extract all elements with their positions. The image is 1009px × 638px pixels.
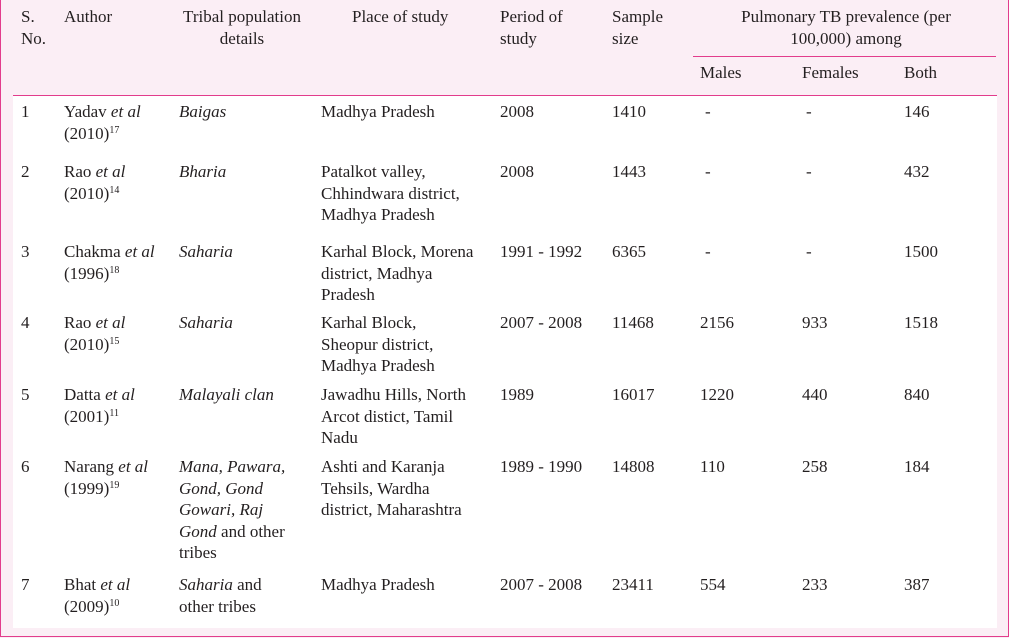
cell-sample: 1410 <box>612 102 646 121</box>
cell-tribe: Baigas <box>179 102 227 121</box>
cell-author: Chakma et al (1996)18 <box>64 242 155 283</box>
cell-sample: 11468 <box>612 313 654 332</box>
cell-sno: 3 <box>21 242 30 261</box>
cell-tribe: Saharia and other tribes <box>179 575 262 616</box>
cell-place: Ashti and Karanja Tehsils, Wardha district… <box>321 457 462 519</box>
cell-males: 110 <box>700 457 725 476</box>
cell-both: 1518 <box>904 313 938 332</box>
cell-author: Yadav et al (2010)17 <box>64 102 141 143</box>
cell-males: - <box>705 242 711 261</box>
header-subrule <box>693 56 996 57</box>
cell-period: 2008 <box>500 102 534 121</box>
cell-period: 1989 - 1990 <box>500 457 583 476</box>
cell-place: Jawadhu Hills, North Arcot distict, Tamil… <box>321 385 466 447</box>
cell-males: 1220 <box>700 385 734 404</box>
cell-tribe: Saharia <box>179 313 233 332</box>
cell-males: - <box>705 162 711 181</box>
header-tribal: Tribal population details <box>183 7 301 48</box>
cell-both: 1500 <box>904 242 938 261</box>
header-both: Both <box>904 63 938 82</box>
cell-tribe: Mana, Pawara, Gond, Gond Gowari, Raj Gond a… <box>179 457 286 562</box>
header-sample: Sample size <box>612 7 663 48</box>
header-females: Females <box>802 63 859 82</box>
header-author: Author <box>64 7 113 26</box>
cell-place: Karhal Block, Sheopur district, Madhya Pra… <box>321 313 435 375</box>
cell-sno: 2 <box>21 162 30 181</box>
cell-author: Rao et al (2010)14 <box>64 162 126 203</box>
cell-tribe: Malayali clan <box>179 385 274 404</box>
cell-females: - <box>806 162 812 181</box>
cell-both: 146 <box>904 102 930 121</box>
cell-females: 233 <box>802 575 828 594</box>
cell-sno: 5 <box>21 385 30 404</box>
cell-author: Bhat et al (2009)10 <box>64 575 131 616</box>
header-sno: S. No. <box>21 7 47 48</box>
cell-sample: 16017 <box>612 385 655 404</box>
cell-sno: 7 <box>21 575 30 594</box>
cell-sample: 1443 <box>612 162 646 181</box>
table-body-background <box>13 96 997 628</box>
cell-period: 1991 - 1992 <box>500 242 583 261</box>
header-males: Males <box>700 63 742 82</box>
cell-period: 2007 - 2008 <box>500 313 583 332</box>
cell-sample: 6365 <box>612 242 646 261</box>
cell-tribe: Saharia <box>179 242 233 261</box>
cell-period: 2007 - 2008 <box>500 575 583 594</box>
header-place: Place of study <box>352 7 449 26</box>
cell-both: 184 <box>904 457 930 476</box>
cell-place: Madhya Pradesh <box>321 102 435 121</box>
cell-sample: 14808 <box>612 457 655 476</box>
cell-males: 554 <box>700 575 726 594</box>
cell-females: 933 <box>802 313 828 332</box>
cell-period: 2008 <box>500 162 534 181</box>
cell-tribe: Bharia <box>179 162 227 181</box>
cell-place: Madhya Pradesh <box>321 575 435 594</box>
cell-males: - <box>705 102 711 121</box>
cell-sno: 1 <box>21 102 30 121</box>
cell-both: 432 <box>904 162 930 181</box>
cell-females: - <box>806 102 812 121</box>
cell-sno: 6 <box>21 457 30 476</box>
cell-sno: 4 <box>21 313 30 332</box>
cell-author: Datta et al (2001)11 <box>64 385 135 426</box>
cell-author: Rao et al (2010)15 <box>64 313 126 354</box>
cell-females: - <box>806 242 812 261</box>
cell-females: 440 <box>802 385 828 404</box>
header-bottom-rule <box>13 95 997 96</box>
cell-period: 1989 <box>500 385 534 404</box>
cell-females: 258 <box>802 457 828 476</box>
header-period: Period of study <box>500 7 563 48</box>
cell-sample: 23411 <box>612 575 654 594</box>
cell-both: 387 <box>904 575 930 594</box>
cell-both: 840 <box>904 385 930 404</box>
header-prevalence: Pulmonary TB prevalence (per 100,000) am… <box>741 7 951 48</box>
cell-males: 2156 <box>700 313 734 332</box>
cell-author: Narang et al (1999)19 <box>64 457 149 498</box>
cell-place: Karhal Block, Morena district, Madhya Prad… <box>321 242 474 304</box>
cell-place: Patalkot valley, Chhindwara district, Madh… <box>321 162 460 224</box>
